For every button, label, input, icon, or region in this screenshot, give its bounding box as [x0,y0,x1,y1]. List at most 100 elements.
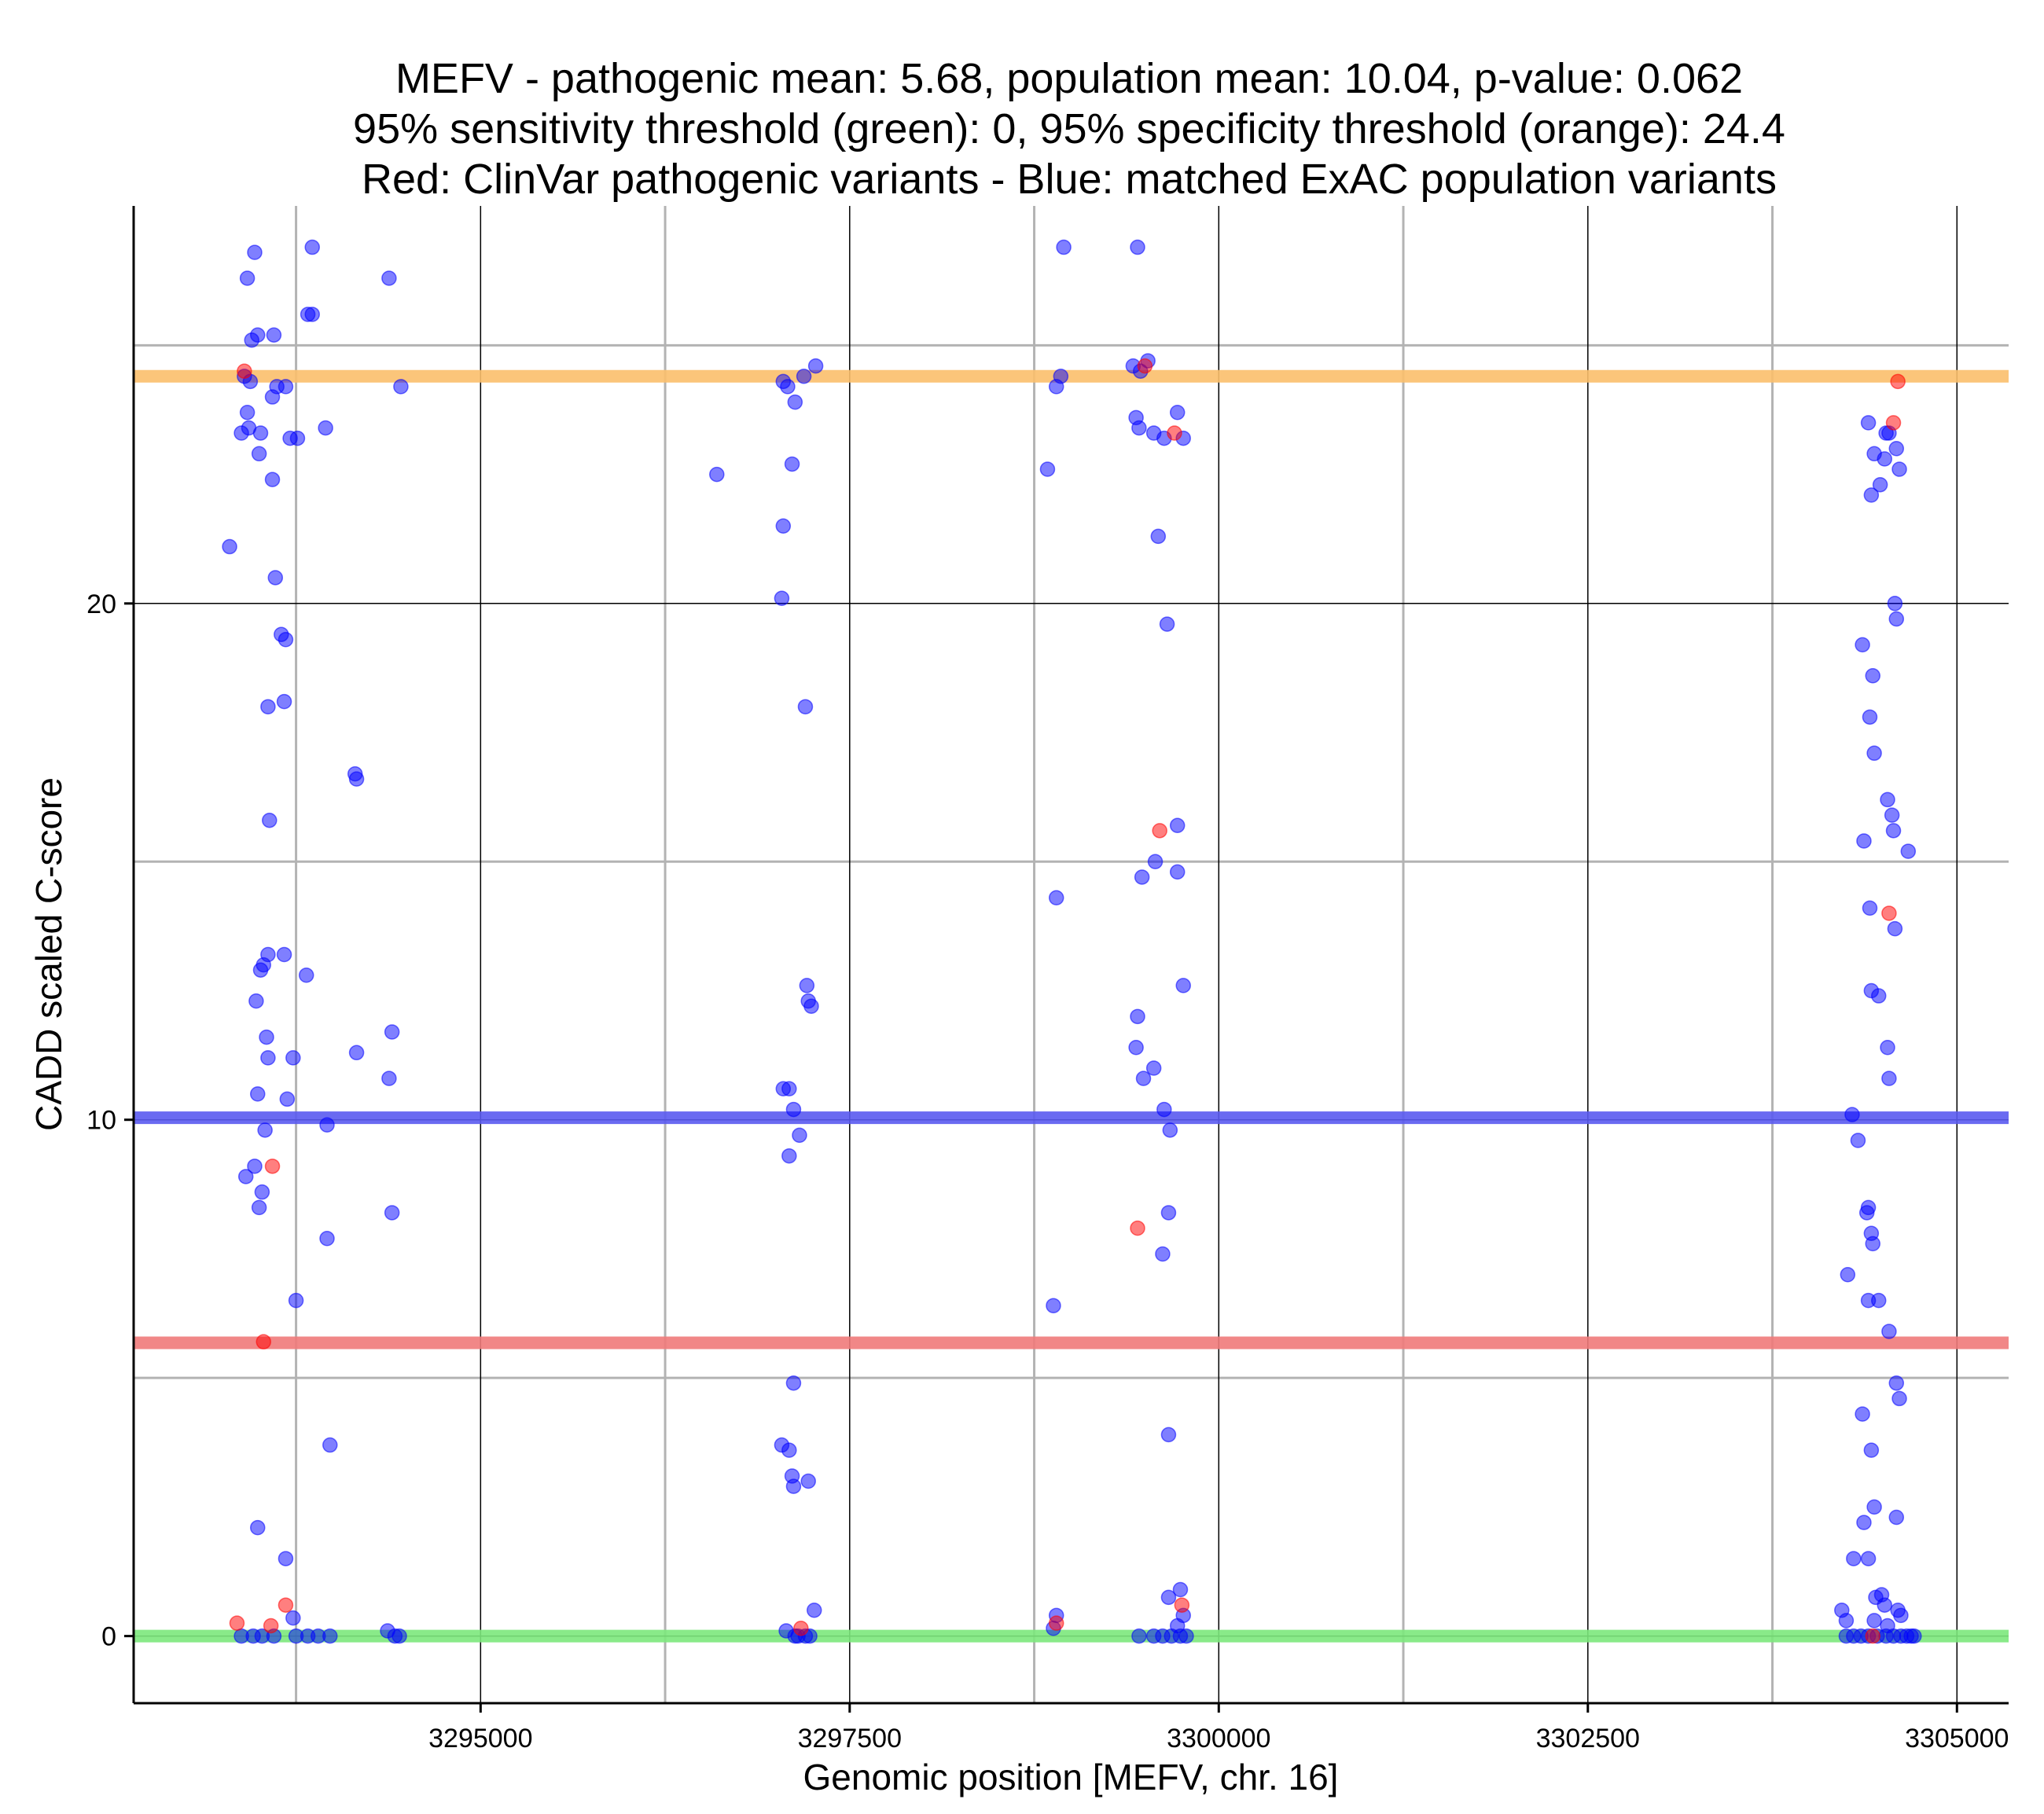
pathogenic-point [256,1334,272,1349]
population-point [784,456,800,472]
pathogenic-point [229,1615,245,1631]
population-point [1150,528,1167,545]
population-point [1160,1427,1177,1443]
population-point [1131,420,1147,436]
population-point [1870,1292,1887,1309]
population-point [1160,1205,1177,1221]
population-point [785,1375,802,1391]
population-point [279,1091,296,1107]
population-point [384,1024,400,1040]
population-point [1855,1406,1870,1422]
population-point [276,693,292,710]
population-point [1865,1236,1880,1252]
population-point [300,1628,316,1644]
population-point [262,812,278,828]
population-point [1134,869,1150,885]
population-point [1870,988,1887,1004]
population-point [237,1169,254,1184]
population-point [1147,854,1164,870]
population-point [1056,239,1072,255]
population-point [1888,1375,1905,1391]
population-point [1130,1008,1145,1025]
population-point [239,270,256,286]
population-point [785,1478,802,1494]
y-tick-label: 0 [101,1622,116,1652]
population-point [1169,864,1186,880]
population-point [774,590,790,606]
population-point [1131,1628,1147,1644]
population-point [1046,1298,1061,1313]
population-point [1169,405,1186,420]
population-point [276,946,292,963]
population-point [800,1473,816,1489]
population-point [254,1184,270,1200]
population-point [1162,1122,1178,1138]
population-point [1863,487,1880,503]
population-point [233,425,249,441]
pathogenic-point [264,1159,281,1174]
population-point [797,699,814,714]
population-point [392,1628,407,1644]
population-point [278,1551,294,1566]
population-point [775,518,792,534]
population-point [1880,791,1895,808]
population-point [1159,616,1175,632]
x-axis-ticks: 3295000 3297500 3300000 3302500 3305000 [428,1703,2009,1753]
population-point [1880,1039,1895,1056]
population-point [278,632,294,648]
population-point [1846,1551,1862,1566]
pathogenic-point [793,1621,809,1636]
population-point [1155,1246,1171,1262]
population-point [1855,637,1870,653]
population-point [792,1127,807,1144]
population-point [799,978,815,993]
population-point [289,430,306,446]
population-point [1887,596,1903,611]
population-point [1860,1199,1877,1216]
reference-lines [134,369,2009,1643]
population-point [1888,1509,1905,1526]
population-point [1888,611,1905,627]
y-axis-title: CADD scaled C-score [28,777,69,1131]
population-point [1872,476,1888,493]
pathogenic-point [237,363,252,379]
population-point [249,1086,266,1102]
population-point [1881,1324,1897,1339]
population-point [780,379,796,395]
population-point [709,466,725,483]
population-point [252,425,269,441]
population-point [381,270,397,286]
population-point [1881,1070,1897,1086]
population-point [1850,1133,1866,1148]
population-point [304,307,320,322]
pathogenic-point [1048,1615,1064,1631]
pathogenic-point [1137,358,1153,374]
population-point [1887,920,1903,937]
population-point [249,327,266,343]
population-point [247,1159,263,1174]
title-line-2: 95% sensitivity threshold (green): 0, 95… [353,105,1785,152]
population-point [1172,1581,1189,1598]
population-point [787,394,803,410]
population-point [1156,1101,1172,1118]
pathogenic-point [1885,415,1902,431]
population-point [796,369,812,384]
population-point [1865,668,1880,684]
title-line-1: MEFV - pathogenic mean: 5.68, population… [395,55,1743,102]
population-point [1891,461,1907,477]
population-point [260,699,276,714]
pathogenic-point [1865,1628,1880,1644]
population-point [1856,1515,1872,1530]
population-point [1862,709,1878,725]
population-point [267,570,284,586]
population-point [248,993,264,1009]
population-point [239,405,256,420]
population-point [348,1045,365,1061]
population-point [252,962,269,978]
population-point [304,239,320,255]
population-point [1039,461,1056,477]
title-line-3: Red: ClinVar pathogenic variants - Blue:… [362,156,1777,203]
population-point [1863,1442,1880,1458]
population-point [319,1117,335,1133]
